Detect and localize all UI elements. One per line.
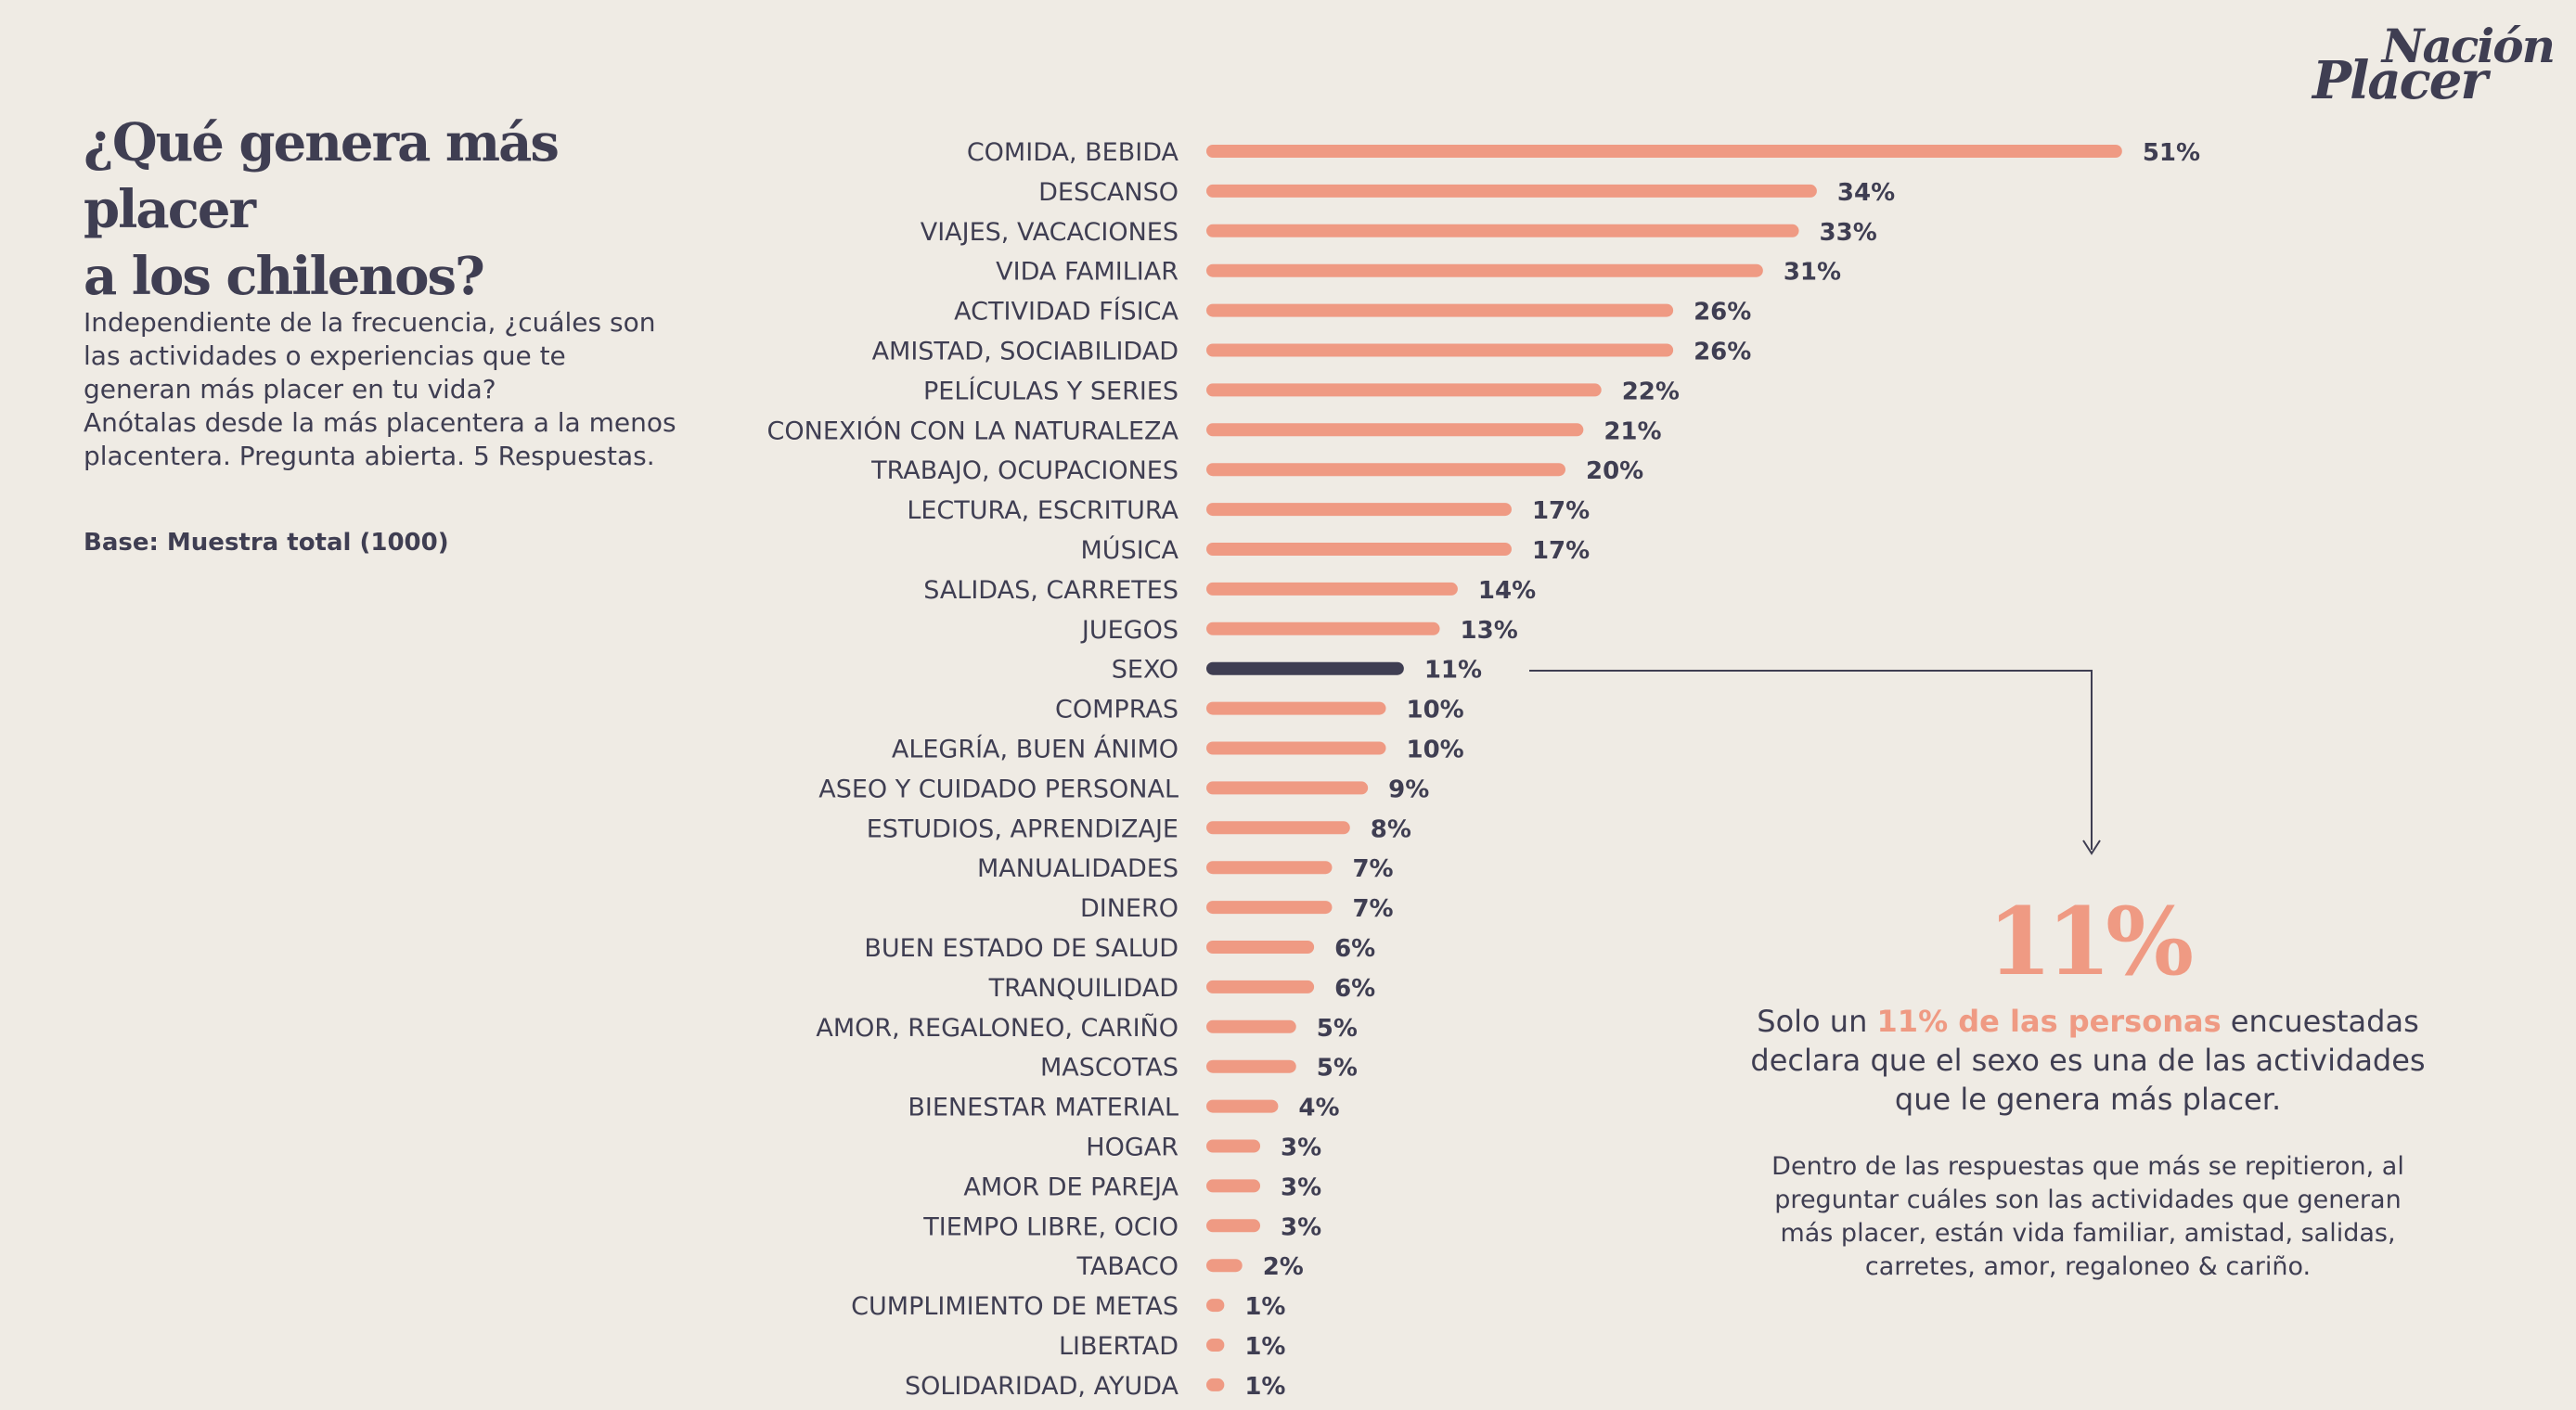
category-label: DINERO	[1080, 894, 1179, 923]
value-label: 6%	[1334, 975, 1375, 1003]
value-label: 26%	[1694, 339, 1751, 366]
value-label: 1%	[1244, 1293, 1285, 1321]
value-label: 8%	[1371, 815, 1411, 843]
category-label: SALIDAS, CARRETES	[923, 576, 1179, 605]
category-label: BIENESTAR MATERIAL	[908, 1094, 1179, 1122]
callout-detail: Dentro de las respuestas que más se repi…	[1771, 1152, 2404, 1281]
category-label: COMPRAS	[1055, 696, 1179, 724]
chart-bars: COMIDA, BEBIDA 51% DESCANSO 34% VIAJES, VACA…	[767, 138, 2201, 1401]
value-label: 13%	[1461, 617, 1518, 645]
callout-text-after: encuestadas declara que el sexo es una d…	[1750, 1004, 2426, 1117]
category-label: AMOR, REGALONEO, CARIÑO	[816, 1013, 1179, 1043]
value-label: 17%	[1532, 537, 1590, 565]
value-label: 3%	[1281, 1173, 1321, 1201]
value-label: 1%	[1244, 1373, 1285, 1401]
value-label: 10%	[1407, 697, 1464, 724]
category-label: AMOR DE PAREJA	[963, 1173, 1179, 1201]
category-label: HOGAR	[1086, 1134, 1179, 1162]
category-label: CONEXIÓN CON LA NATURALEZA	[767, 416, 1179, 445]
page-title: ¿Qué genera más placer a los chilenos?	[84, 109, 677, 310]
category-label: TIEMPO LIBRE, OCIO	[922, 1212, 1179, 1241]
value-label: 5%	[1317, 1015, 1358, 1043]
callout-big-percentage: 11%	[1987, 887, 2194, 996]
category-label: AMISTAD, SOCIABILIDAD	[872, 338, 1179, 366]
value-label: 5%	[1317, 1055, 1358, 1083]
sexo-callout: 11% Solo un 11% de las personas encuesta…	[1745, 891, 2431, 1284]
sample-base-note: Base: Muestra total (1000)	[84, 529, 449, 557]
category-label: ASEO Y CUIDADO PERSONAL	[818, 775, 1179, 803]
value-label: 20%	[1586, 457, 1643, 485]
value-label: 11%	[1424, 657, 1482, 685]
category-label: TABACO	[1076, 1252, 1179, 1281]
value-label: 4%	[1298, 1095, 1339, 1122]
survey-question: Independiente de la frecuencia, ¿cuáles …	[84, 306, 677, 473]
value-label: 51%	[2143, 139, 2200, 167]
title-line2: a los chilenos?	[84, 246, 485, 307]
category-label: ACTIVIDAD FÍSICA	[954, 297, 1179, 327]
callout-statement: Solo un 11% de las personas encuestadas …	[1745, 1002, 2431, 1119]
title-line1: ¿Qué genera más placer	[84, 112, 560, 240]
category-label: COMIDA, BEBIDA	[967, 138, 1179, 167]
callout-connector-line	[1529, 670, 2093, 850]
value-label: 22%	[1622, 378, 1680, 405]
category-label: SOLIDARIDAD, AYUDA	[905, 1372, 1179, 1401]
question-text: Independiente de la frecuencia, ¿cuáles …	[84, 307, 656, 404]
value-label: 3%	[1281, 1213, 1321, 1241]
category-label: SEXO	[1112, 656, 1179, 685]
category-label: ESTUDIOS, APRENDIZAJE	[867, 814, 1179, 843]
category-label: ALEGRÍA, BUEN ÁNIMO	[892, 735, 1179, 764]
category-label: VIDA FAMILIAR	[996, 258, 1179, 287]
value-label: 9%	[1388, 776, 1429, 803]
logo-text-line2: Placer	[2312, 50, 2488, 111]
value-label: 14%	[1478, 577, 1536, 605]
value-label: 1%	[1244, 1333, 1285, 1361]
value-label: 7%	[1352, 895, 1393, 923]
callout-arrow-icon	[2082, 840, 2101, 855]
value-label: 10%	[1407, 737, 1464, 764]
nacion-placer-logo: Nación Placer	[2301, 19, 2561, 111]
category-label: LIBERTAD	[1059, 1332, 1179, 1361]
value-label: 31%	[1784, 259, 1841, 287]
value-label: 3%	[1281, 1134, 1321, 1162]
value-label: 7%	[1352, 855, 1393, 883]
category-label: PELÍCULAS Y SERIES	[923, 376, 1179, 405]
value-label: 6%	[1334, 935, 1375, 963]
category-label: DESCANSO	[1038, 178, 1179, 207]
value-label: 21%	[1604, 417, 1661, 445]
category-label: CUMPLIMIENTO DE METAS	[851, 1292, 1179, 1321]
callout-highlight: 11% de las personas	[1876, 1004, 2222, 1039]
category-label: MANUALIDADES	[977, 854, 1179, 883]
value-label: 33%	[1820, 219, 1877, 247]
category-label: LECTURA, ESCRITURA	[907, 496, 1179, 525]
question-instructions: Anótalas desde la más placentera a la me…	[84, 407, 676, 471]
category-label: TRANQUILIDAD	[988, 974, 1179, 1003]
category-label: BUEN ESTADO DE SALUD	[864, 934, 1179, 963]
value-label: 2%	[1263, 1253, 1304, 1281]
value-label: 17%	[1532, 497, 1590, 525]
value-label: 26%	[1694, 299, 1751, 327]
value-label: 34%	[1837, 179, 1895, 207]
category-label: MÚSICA	[1081, 535, 1179, 565]
category-label: TRABAJO, OCUPACIONES	[870, 456, 1179, 485]
logo-text-line1: Nación	[2381, 19, 2556, 73]
category-label: MASCOTAS	[1040, 1054, 1179, 1083]
callout-text-before: Solo un	[1757, 1004, 1877, 1039]
category-label: JUEGOS	[1080, 616, 1179, 645]
category-label: VIAJES, VACACIONES	[921, 218, 1179, 247]
